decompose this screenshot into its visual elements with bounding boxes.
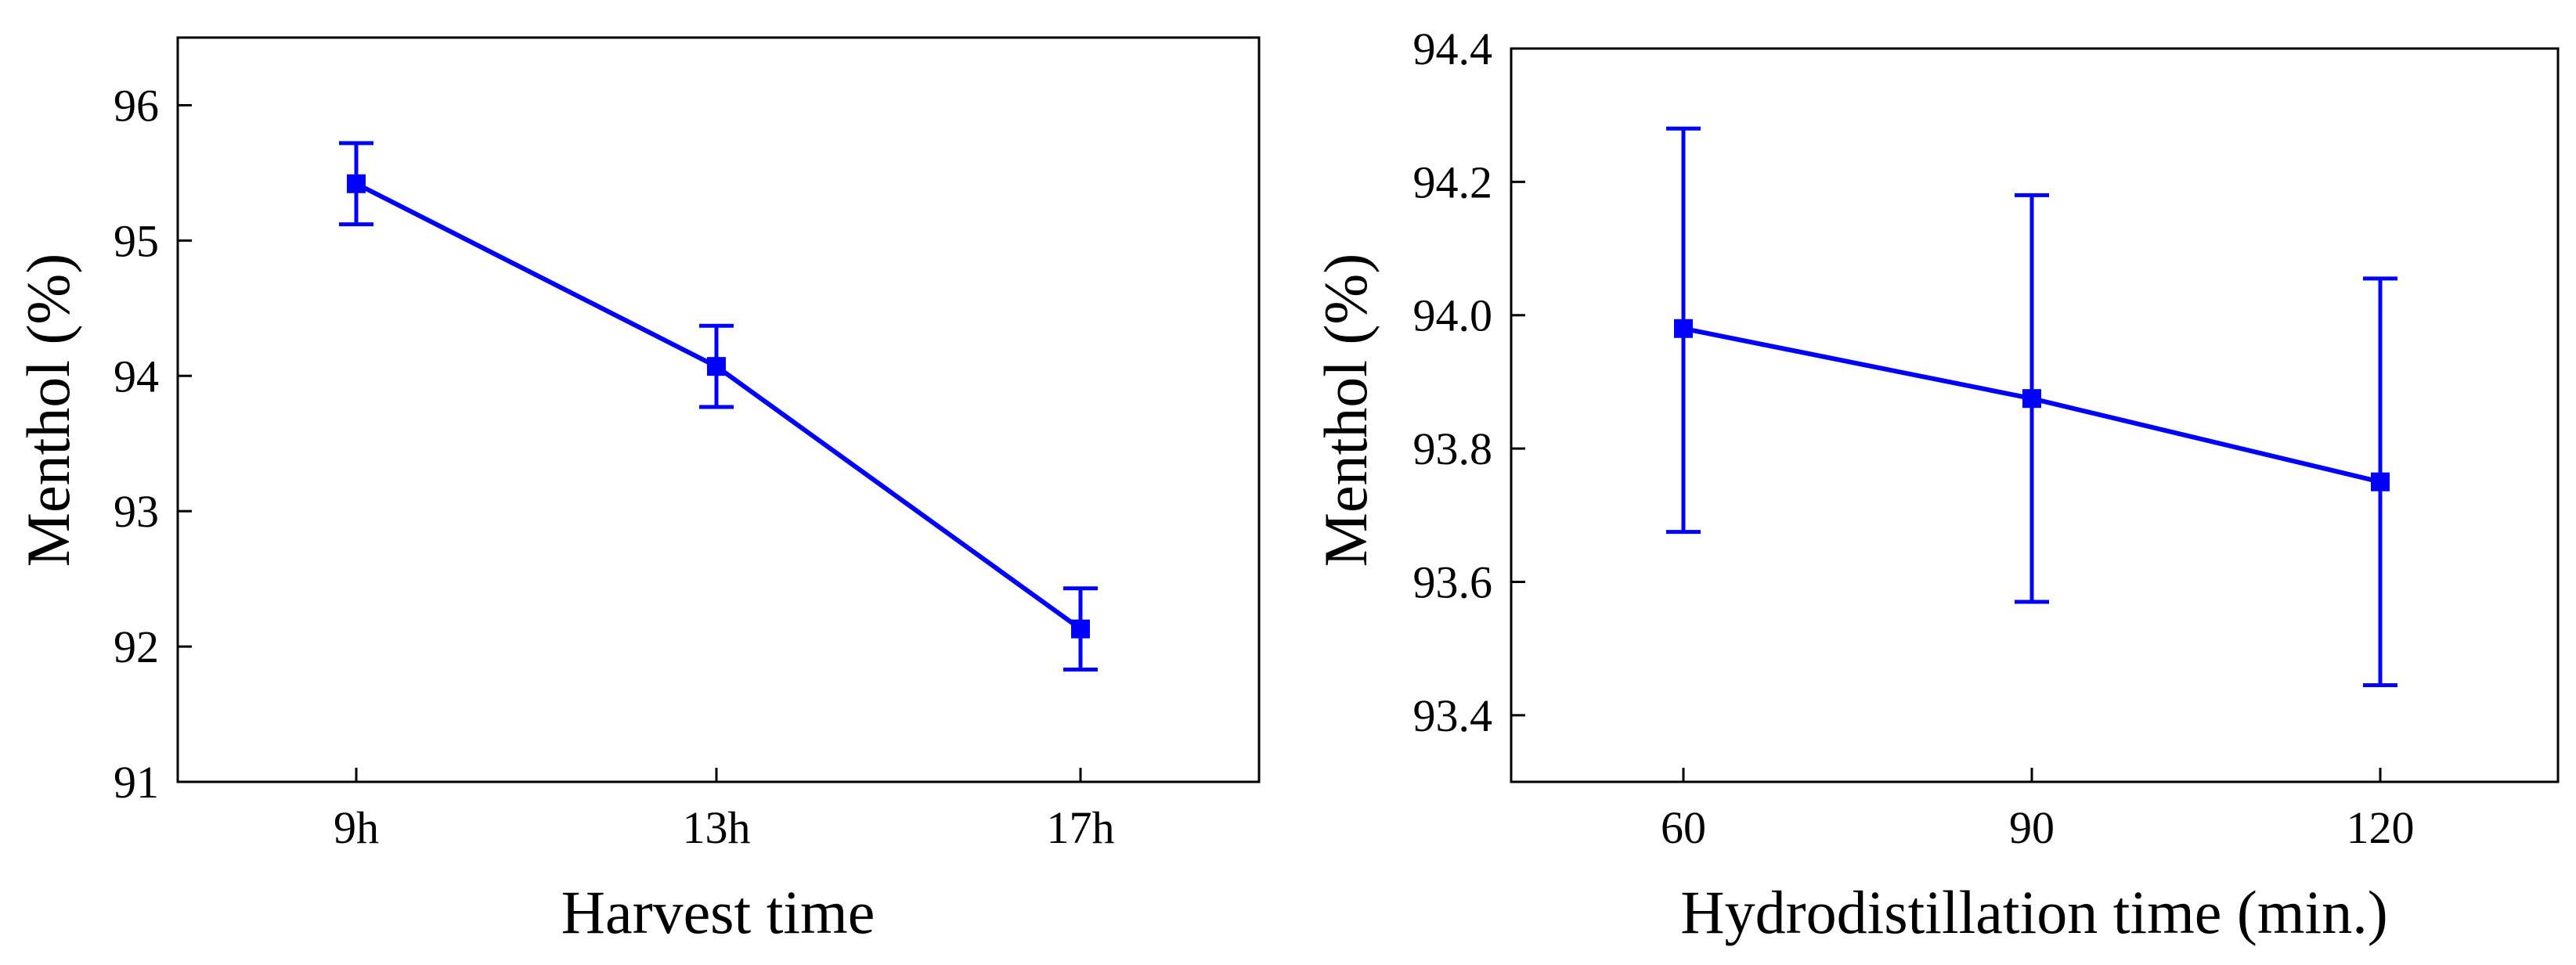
x-tick-label: 13h: [683, 802, 751, 853]
x-tick-label: 120: [2347, 802, 2415, 853]
x-tick-label: 17h: [1047, 802, 1115, 853]
data-point-square-icon: [2022, 389, 2041, 409]
data-point-square-icon: [2371, 472, 2390, 492]
x-tick-label: 9h: [334, 802, 379, 853]
y-tick-label: 96: [114, 80, 159, 131]
data-point-square-icon: [1674, 319, 1693, 338]
x-tick-label: 60: [1661, 802, 1706, 853]
y-tick-label: 93.4: [1413, 690, 1493, 741]
y-tick-label: 93.8: [1413, 423, 1493, 474]
y-axis-ticks: 91 92 93 94 95 96: [114, 80, 192, 808]
y-axis-title: Menthol (%): [1311, 254, 1380, 567]
chart-hydrodistillation-time: 93.4 93.6 93.8 94.0 94.2 94.4 60 90 120 Hydrodi…: [1311, 23, 2560, 946]
y-tick-label: 94.2: [1413, 157, 1493, 207]
plot-area-frame: [1510, 47, 2560, 783]
y-tick-label: 93: [114, 486, 159, 537]
y-tick-label: 92: [114, 621, 159, 672]
y-axis-title: Menthol (%): [14, 254, 82, 567]
x-axis-title: Harvest time: [561, 878, 875, 946]
x-axis-title: Hydrodistillation time (min.): [1680, 878, 2387, 946]
data-point-square-icon: [707, 357, 726, 376]
data-point-square-icon: [1071, 619, 1090, 639]
x-tick-label: 90: [2009, 802, 2055, 853]
error-bars: [339, 141, 1098, 672]
y-tick-label: 94.0: [1413, 290, 1493, 341]
x-axis-ticks: 60 90 120: [1661, 768, 2415, 853]
y-tick-label: 94: [114, 351, 159, 401]
y-tick-label: 94.4: [1413, 23, 1493, 74]
chart-harvest-time: 91 92 93 94 95 96 9h 13h 17h Harvest time Menth…: [14, 36, 1261, 946]
data-markers: [1674, 319, 2390, 492]
y-tick-label: 93.6: [1413, 556, 1493, 607]
y-tick-label: 91: [114, 757, 159, 808]
data-markers: [347, 174, 1090, 639]
plot-area-frame: [176, 36, 1261, 783]
x-axis-ticks: 9h 13h 17h: [334, 768, 1115, 853]
y-tick-label: 95: [114, 215, 159, 266]
y-axis-ticks: 93.4 93.6 93.8 94.0 94.2 94.4: [1413, 23, 1525, 741]
data-point-square-icon: [347, 174, 366, 193]
